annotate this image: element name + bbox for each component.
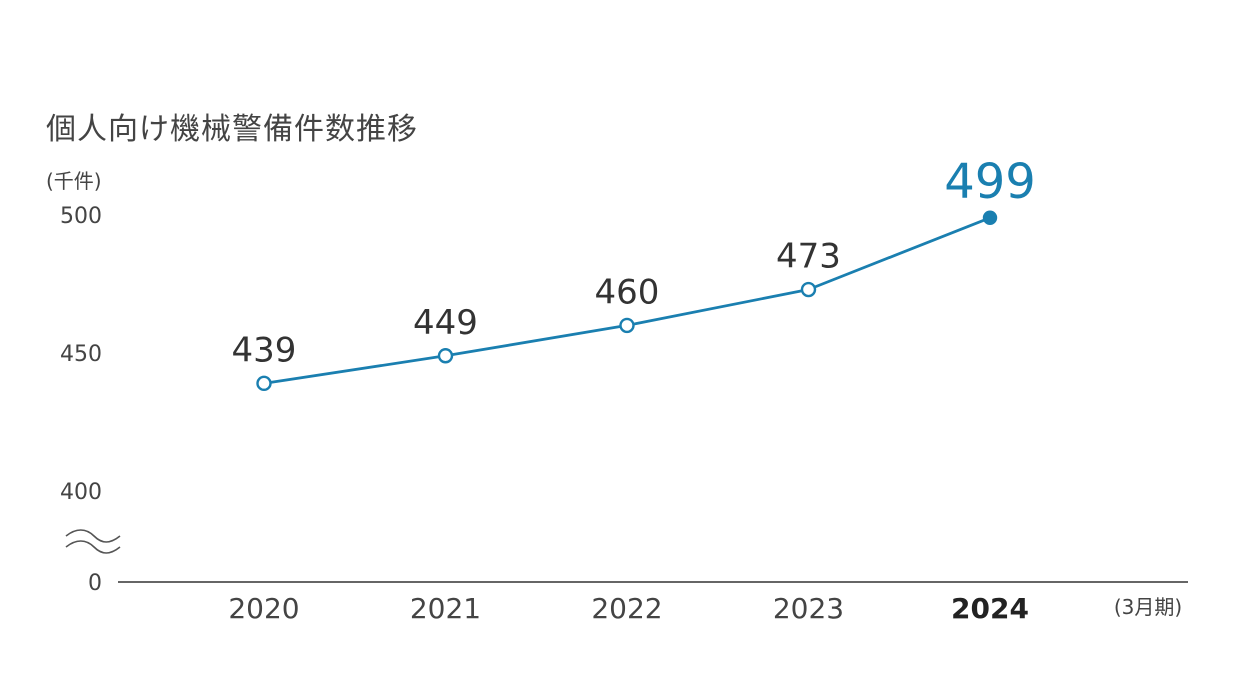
data-labels: 439 449 460 473 499	[232, 154, 1036, 371]
x-axis-unit-label: (3月期)	[1114, 595, 1182, 619]
data-points	[256, 210, 998, 392]
data-label: 439	[232, 330, 297, 370]
axis-break-symbol	[65, 529, 121, 554]
y-tick-label: 450	[60, 342, 102, 367]
data-point	[619, 317, 635, 334]
data-point	[800, 281, 817, 298]
x-tick-label: 2020	[228, 592, 299, 625]
x-tick-label: 2024	[951, 592, 1029, 625]
y-tick-label: 0	[88, 571, 102, 596]
data-label: 473	[776, 237, 841, 277]
y-tick-label: 400	[60, 480, 102, 505]
x-tick-labels: 2020 2021 2022 2023 2024	[228, 592, 1029, 625]
data-label: 460	[595, 272, 660, 312]
chart-title: 個人向け機械警備件数推移	[46, 112, 418, 147]
x-tick-label: 2023	[773, 592, 844, 625]
y-tick-label: 500	[60, 204, 102, 229]
data-point-highlight	[982, 210, 998, 225]
data-point	[256, 375, 272, 392]
data-label: 449	[413, 303, 478, 343]
x-tick-label: 2021	[410, 592, 481, 625]
y-axis-unit-label: (千件)	[46, 169, 102, 193]
data-point	[437, 348, 454, 364]
x-tick-label: 2022	[591, 592, 662, 625]
data-label: 499	[944, 154, 1036, 210]
y-tick-labels: 500 450 400 0	[60, 204, 102, 596]
